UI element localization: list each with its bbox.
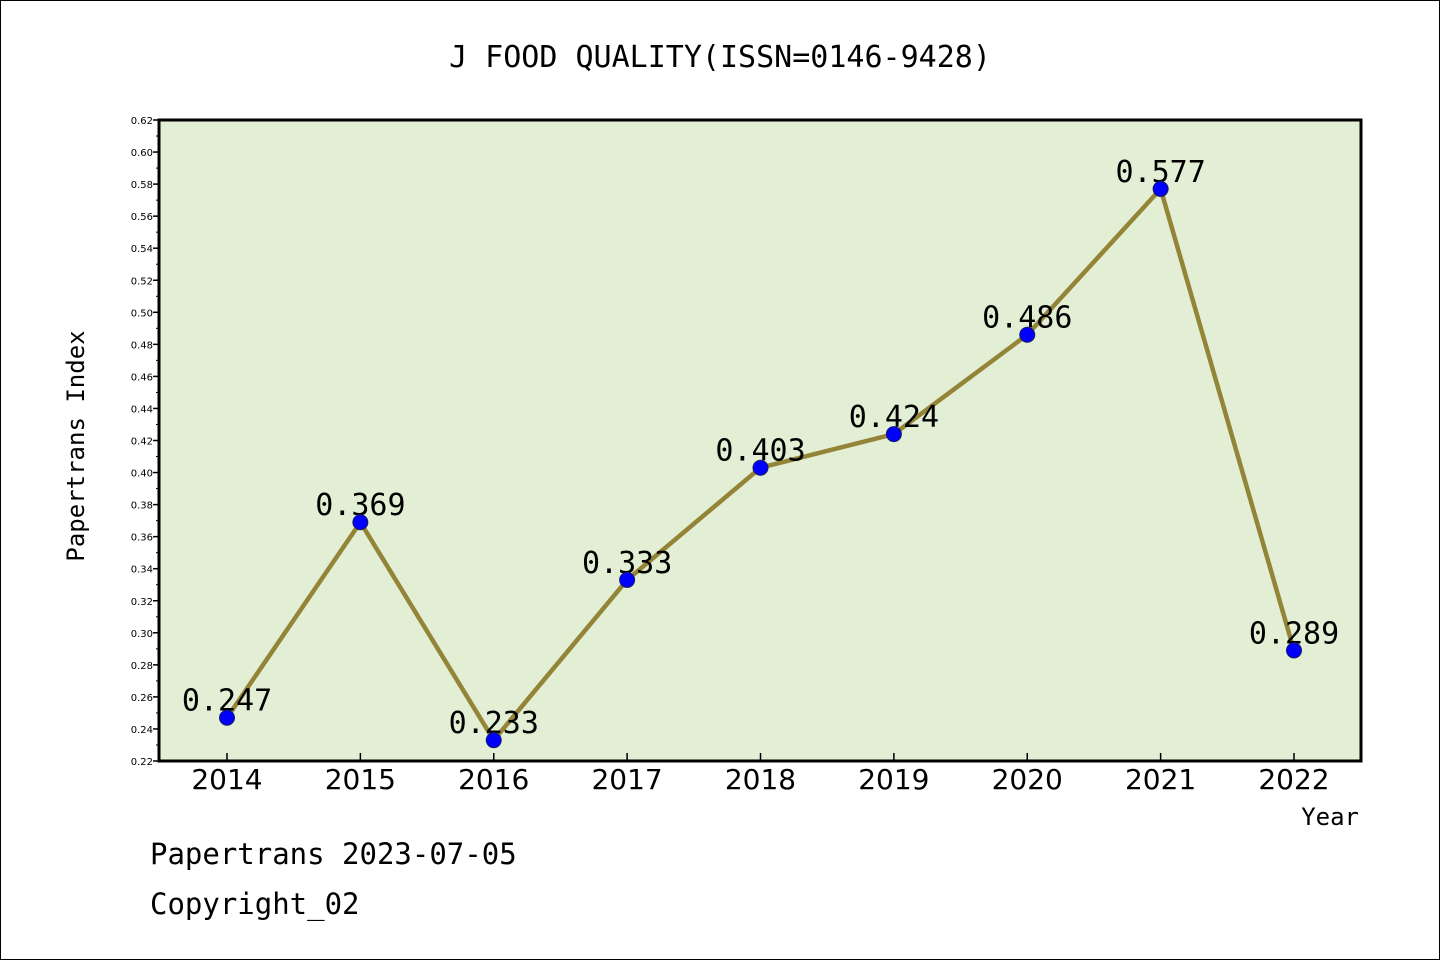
x-tick-label: 2016 [458, 763, 529, 796]
data-point [1286, 642, 1302, 659]
y-tick-label: 0.28 [131, 661, 153, 672]
y-tick-label: 0.30 [131, 629, 153, 640]
x-tick-label: 2021 [1125, 763, 1196, 796]
data-point [885, 426, 902, 443]
x-tick-label: 2018 [725, 763, 796, 796]
y-tick-label: 0.42 [131, 437, 153, 448]
data-point [619, 571, 636, 588]
data-point [219, 709, 235, 726]
y-tick-label: 0.62 [131, 116, 153, 127]
y-axis-label: Papertrans Index [62, 330, 90, 561]
y-tick-label: 0.34 [131, 565, 153, 576]
series-group: 0.2470.3690.2330.3330.4030.4240.4860.577… [182, 155, 1339, 749]
y-tick-label: 0.38 [131, 501, 153, 512]
x-axis-label: Year [1301, 803, 1359, 831]
y-tick-label: 0.24 [131, 725, 153, 736]
y-tick-label: 0.54 [131, 244, 153, 255]
y-tick-label: 0.32 [131, 597, 153, 608]
y-tick-label: 0.46 [131, 372, 153, 383]
y-tick-label: 0.48 [131, 340, 153, 351]
x-tick-label: 2019 [858, 763, 929, 796]
plot-border [157, 118, 1363, 763]
x-tick-label: 2017 [591, 763, 662, 796]
x-tick-label: 2020 [992, 763, 1063, 796]
footer-copyright: Copyright_02 [150, 887, 360, 922]
y-tick-label: 0.40 [131, 469, 153, 480]
y-tick-label: 0.44 [131, 404, 153, 415]
x-tick-label: 2022 [1258, 763, 1329, 796]
data-point [752, 459, 769, 476]
footer-date: Papertrans 2023-07-05 [150, 837, 517, 871]
data-point [485, 732, 502, 749]
x-tick-label: 2015 [325, 763, 396, 796]
y-tick-label: 0.26 [131, 693, 153, 704]
y-axis-ticks: 0.22 0.24 0.26 0.28 0.30 0.32 0.34 0.36 0.38 0.40… [131, 116, 159, 768]
y-tick-label: 0.60 [131, 148, 153, 159]
y-tick-label: 0.36 [131, 533, 153, 544]
data-point [1152, 180, 1169, 197]
y-tick-label: 0.50 [131, 308, 153, 319]
x-tick-label: 2014 [191, 763, 262, 796]
data-point [352, 514, 369, 531]
chart-title: J FOOD QUALITY(ISSN=0146-9428) [449, 40, 991, 75]
y-tick-label: 0.56 [131, 212, 153, 223]
data-point [1019, 326, 1036, 343]
y-tick-label: 0.52 [131, 276, 153, 287]
y-tick-label: 0.22 [131, 757, 153, 768]
x-axis-ticks: 2014 2015 2016 2017 2018 2019 2020 2021 2022 [191, 753, 1330, 796]
plot-area [159, 120, 1361, 761]
y-tick-label: 0.58 [131, 180, 153, 191]
